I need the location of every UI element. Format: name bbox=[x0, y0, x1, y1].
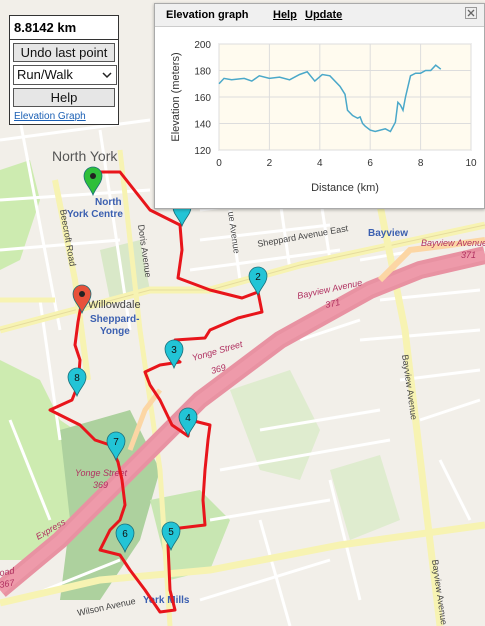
label-yonge-369b-num: 369 bbox=[93, 480, 108, 490]
waypoint-number: 2 bbox=[255, 272, 261, 283]
waypoint-5-pin-icon[interactable]: 5 bbox=[161, 521, 181, 552]
x-tick-label: 8 bbox=[418, 158, 424, 169]
label-york-mills: York Mills bbox=[143, 595, 190, 606]
undo-last-point-button[interactable]: Undo last point bbox=[13, 43, 115, 62]
highway-401 bbox=[0, 237, 485, 597]
label-willowdale: Willowdale bbox=[88, 299, 141, 311]
activity-mode-value: Run/Walk bbox=[17, 67, 73, 82]
route-control-panel: 8.8142 km Undo last point Run/Walk Help … bbox=[9, 15, 119, 125]
elevation-graph-link[interactable]: Elevation Graph bbox=[14, 111, 86, 122]
waypoint-number: 3 bbox=[171, 345, 177, 356]
elevation-chart: 120 140 160 180 200 0 2 4 6 8 10 Distance (km) El… bbox=[170, 40, 477, 194]
activity-mode-select[interactable]: Run/Walk bbox=[13, 65, 117, 85]
label-yonge-369a-num: 369 bbox=[210, 362, 227, 376]
y-axis-label: Elevation (meters) bbox=[170, 52, 182, 141]
label-sheppard-yonge-2: Yonge bbox=[100, 326, 130, 337]
x-tick-label: 2 bbox=[267, 158, 273, 169]
elevation-update-link[interactable]: Update bbox=[305, 9, 343, 21]
waypoint-3-pin-icon[interactable]: 3 bbox=[164, 339, 184, 370]
label-yonge-369b: Yonge Street bbox=[75, 468, 128, 478]
y-tick-label: 120 bbox=[194, 146, 211, 157]
label-north-york-centre-1: North bbox=[95, 197, 122, 208]
waypoint-number: 8 bbox=[74, 373, 80, 384]
waypoint-8-pin-icon[interactable]: 8 bbox=[67, 367, 87, 398]
y-tick-label: 140 bbox=[194, 120, 211, 131]
x-tick-label: 0 bbox=[216, 158, 222, 169]
waypoint-number: 4 bbox=[185, 413, 191, 424]
chevron-down-icon bbox=[102, 66, 112, 91]
x-axis-label: Distance (km) bbox=[311, 182, 379, 194]
close-icon[interactable] bbox=[465, 7, 477, 19]
elevation-window-title: Elevation graph bbox=[166, 9, 249, 21]
help-button[interactable]: Help bbox=[13, 88, 115, 107]
y-tick-labels: 120 140 160 180 200 bbox=[194, 40, 211, 157]
distance-readout: 8.8142 km bbox=[10, 16, 118, 40]
waypoint-number: 6 bbox=[122, 529, 128, 540]
x-tick-label: 6 bbox=[367, 158, 373, 169]
label-bayview-ave-371a-num: 371 bbox=[324, 297, 341, 310]
x-tick-labels: 0 2 4 6 8 10 bbox=[216, 158, 477, 169]
waypoint-number: 5 bbox=[168, 527, 174, 538]
label-oad: oad bbox=[0, 565, 16, 578]
elevation-help-link[interactable]: Help bbox=[273, 9, 297, 21]
label-north-york: North York bbox=[52, 148, 118, 164]
elevation-window-header: Elevation graph Help Update bbox=[155, 4, 484, 27]
waypoint-6-pin-icon[interactable]: 6 bbox=[115, 523, 135, 554]
waypoint-7-pin-icon[interactable]: 7 bbox=[106, 431, 126, 462]
label-bayview-ave-371b-num: 371 bbox=[461, 250, 476, 260]
label-bayview-ave-371b: Bayview Avenue bbox=[421, 238, 485, 248]
waypoint-2-pin-icon[interactable]: 2 bbox=[248, 266, 268, 297]
end-pin-icon[interactable] bbox=[72, 284, 92, 315]
elevation-graph-window: Elevation graph Help Update 120 140 160 180… bbox=[154, 3, 485, 209]
label-bayview-top: Bayview bbox=[368, 228, 408, 239]
waypoint-number: 7 bbox=[113, 437, 119, 448]
y-tick-label: 160 bbox=[194, 93, 211, 104]
elevation-series-line bbox=[218, 64, 442, 133]
y-tick-label: 180 bbox=[194, 67, 211, 78]
y-tick-label: 200 bbox=[194, 40, 211, 51]
start-pin-icon[interactable] bbox=[83, 166, 103, 197]
label-north-york-centre-2: York Centre bbox=[67, 209, 123, 220]
x-tick-label: 4 bbox=[317, 158, 323, 169]
x-tick-label: 10 bbox=[465, 158, 477, 169]
waypoint-4-pin-icon[interactable]: 4 bbox=[178, 407, 198, 438]
label-sheppard-yonge-1: Sheppard- bbox=[90, 314, 139, 325]
grid-lines bbox=[218, 43, 472, 151]
label-367: 367 bbox=[0, 577, 16, 590]
